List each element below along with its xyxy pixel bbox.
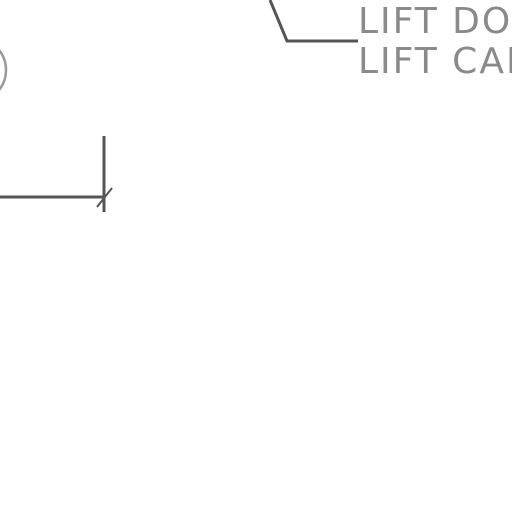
label-lift-door: LIFT DOOR <box>358 1 512 42</box>
grid-bubble-circle <box>0 49 8 91</box>
label-lift-car: LIFT CAR <box>358 41 512 82</box>
label-leader-line <box>268 0 358 43</box>
dimension-tick-mark <box>96 187 113 208</box>
